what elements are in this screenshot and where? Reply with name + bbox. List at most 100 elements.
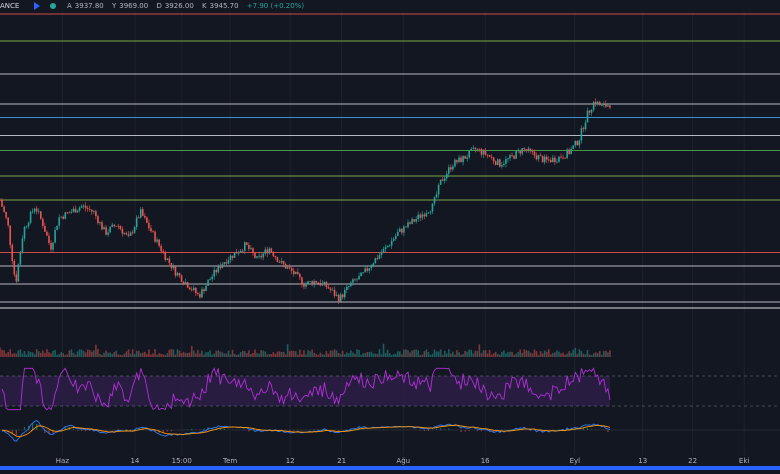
candle-body-265 bbox=[540, 155, 542, 156]
volume-bar-185 bbox=[377, 354, 379, 357]
volume-bar-78 bbox=[158, 353, 160, 357]
candle-body-42 bbox=[85, 206, 87, 209]
volume-bar-214 bbox=[436, 351, 438, 357]
volume-bar-160 bbox=[326, 351, 328, 357]
candle-body-99 bbox=[201, 289, 203, 297]
volume-bar-162 bbox=[330, 350, 332, 357]
volume-bar-153 bbox=[311, 350, 313, 357]
candle-body-293 bbox=[597, 102, 599, 104]
candle-body-202 bbox=[411, 219, 413, 224]
volume-bar-1 bbox=[1, 350, 3, 357]
volume-bar-157 bbox=[319, 353, 321, 357]
candle-body-81 bbox=[164, 252, 166, 260]
candle-body-93 bbox=[189, 288, 191, 290]
volume-bar-194 bbox=[395, 354, 397, 357]
volume-bar-280 bbox=[570, 353, 572, 357]
volume-bar-254 bbox=[517, 352, 519, 357]
volume-bar-68 bbox=[138, 351, 140, 357]
candle-body-1 bbox=[1, 200, 3, 207]
volume-bar-296 bbox=[603, 351, 605, 357]
candle-body-259 bbox=[528, 148, 530, 151]
volume-bar-176 bbox=[358, 350, 360, 357]
flag-icon[interactable] bbox=[34, 2, 40, 10]
volume-bar-126 bbox=[256, 353, 258, 357]
volume-bar-120 bbox=[244, 351, 246, 357]
volume-bar-253 bbox=[515, 354, 517, 357]
candle-body-87 bbox=[177, 273, 179, 275]
volume-bar-145 bbox=[295, 351, 297, 357]
volume-bar-21 bbox=[42, 351, 44, 357]
candle-body-15 bbox=[30, 212, 32, 223]
volume-bar-127 bbox=[258, 354, 260, 357]
candle-body-2 bbox=[3, 207, 5, 212]
candle-body-245 bbox=[499, 159, 501, 166]
candle-body-35 bbox=[71, 212, 73, 213]
volume-bar-279 bbox=[568, 351, 570, 357]
candle-body-94 bbox=[191, 289, 193, 290]
candle-body-114 bbox=[232, 256, 234, 258]
candle-body-48 bbox=[97, 216, 99, 223]
volume-bar-50 bbox=[101, 355, 103, 357]
candle-body-226 bbox=[460, 158, 462, 163]
volume-bar-84 bbox=[171, 349, 173, 357]
volume-bar-133 bbox=[271, 354, 273, 357]
volume-bar-219 bbox=[446, 353, 448, 357]
candle-body-215 bbox=[438, 185, 440, 195]
candle-body-296 bbox=[603, 104, 605, 105]
candle-body-116 bbox=[236, 252, 238, 253]
candle-body-194 bbox=[395, 236, 397, 239]
volume-bar-58 bbox=[118, 354, 120, 357]
candle-body-147 bbox=[299, 274, 301, 278]
volume-bar-258 bbox=[526, 350, 528, 357]
candle-body-241 bbox=[491, 157, 493, 158]
candle-body-18 bbox=[36, 209, 38, 212]
volume-bar-277 bbox=[564, 355, 566, 357]
candle-body-261 bbox=[532, 151, 534, 152]
volume-bar-103 bbox=[209, 350, 211, 357]
candle-body-127 bbox=[258, 256, 260, 257]
volume-bar-293 bbox=[597, 353, 599, 357]
candle-body-103 bbox=[209, 279, 211, 280]
candle-body-58 bbox=[118, 226, 120, 227]
candle-body-234 bbox=[477, 149, 479, 150]
volume-bar-256 bbox=[521, 353, 523, 357]
candle-body-248 bbox=[505, 159, 507, 164]
volume-bar-225 bbox=[458, 352, 460, 357]
candle-body-72 bbox=[146, 218, 148, 223]
candle-body-183 bbox=[373, 263, 375, 266]
volume-bar-286 bbox=[583, 354, 585, 357]
volume-bar-231 bbox=[470, 350, 472, 357]
candle-body-130 bbox=[264, 249, 266, 253]
volume-bar-215 bbox=[438, 352, 440, 357]
candle-body-40 bbox=[81, 206, 83, 208]
volume-bar-173 bbox=[352, 352, 354, 357]
macd-hist-12 bbox=[24, 427, 25, 430]
volume-bar-12 bbox=[24, 351, 26, 357]
volume-bar-259 bbox=[528, 351, 530, 357]
candle-body-139 bbox=[283, 261, 285, 264]
volume-bar-163 bbox=[332, 351, 334, 357]
x-axis-label-0: Haz bbox=[56, 457, 70, 465]
volume-bar-264 bbox=[538, 355, 540, 357]
volume-bar-294 bbox=[599, 351, 601, 357]
volume-bar-287 bbox=[585, 354, 587, 357]
volume-bar-281 bbox=[572, 350, 574, 357]
candle-body-260 bbox=[530, 148, 532, 150]
candle-body-125 bbox=[254, 253, 256, 258]
volume-bar-243 bbox=[495, 352, 497, 357]
volume-bar-209 bbox=[426, 350, 428, 357]
candle-body-263 bbox=[536, 155, 538, 159]
volume-bar-268 bbox=[546, 352, 548, 357]
volume-bar-121 bbox=[246, 353, 248, 357]
candle-body-50 bbox=[101, 222, 103, 229]
candle-body-140 bbox=[285, 264, 287, 268]
bottom-accent-bar bbox=[0, 466, 780, 470]
candle-body-289 bbox=[589, 111, 591, 113]
candle-body-44 bbox=[89, 209, 91, 210]
candle-body-86 bbox=[175, 266, 177, 275]
candle-body-111 bbox=[226, 262, 228, 263]
